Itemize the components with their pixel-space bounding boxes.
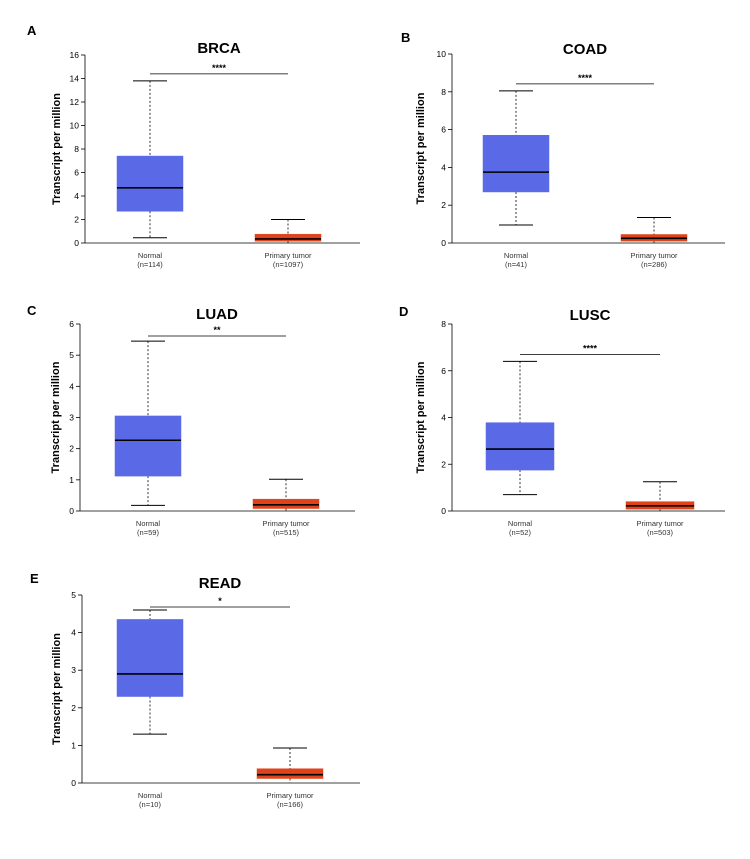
y-tick-label: 2: [441, 459, 446, 469]
sample-size-label: (n=41): [505, 260, 527, 269]
box-tumor: [256, 768, 324, 779]
chart-title: COAD: [563, 41, 607, 58]
sample-size-label: (n=114): [137, 260, 163, 269]
x-tick-label: Primary tumor: [636, 519, 684, 528]
sample-size-label: (n=1097): [273, 260, 304, 269]
x-tick-label: Normal: [504, 251, 529, 260]
box-normal: [116, 619, 184, 697]
y-tick-label: 4: [74, 191, 79, 201]
box-tumor: [254, 233, 322, 242]
y-tick-label: 4: [441, 413, 446, 423]
y-tick-label: 3: [71, 665, 76, 675]
y-tick-label: 5: [71, 590, 76, 600]
y-tick-label: 6: [74, 168, 79, 178]
x-tick-label: Normal: [138, 791, 163, 800]
significance-stars: *: [218, 596, 222, 606]
panel-label: C: [27, 303, 37, 318]
box-normal: [114, 415, 182, 477]
sample-size-label: (n=515): [273, 528, 300, 537]
y-tick-label: 2: [71, 703, 76, 713]
y-tick-label: 3: [69, 413, 74, 423]
box-normal: [116, 155, 184, 212]
y-tick-label: 0: [441, 238, 446, 248]
y-tick-label: 6: [441, 366, 446, 376]
sample-size-label: (n=52): [509, 528, 531, 537]
y-tick-label: 1: [69, 475, 74, 485]
y-tick-label: 12: [70, 97, 80, 107]
y-tick-label: 6: [69, 319, 74, 329]
y-tick-label: 4: [441, 162, 446, 172]
x-tick-label: Normal: [136, 519, 161, 528]
panel-label: E: [30, 571, 39, 586]
y-tick-label: 1: [71, 740, 76, 750]
y-axis-label: Transcript per million: [51, 93, 63, 205]
panel-label: D: [399, 304, 408, 319]
y-tick-label: 0: [74, 238, 79, 248]
y-tick-label: 2: [69, 444, 74, 454]
chart-title: LUSC: [570, 307, 611, 324]
sample-size-label: (n=503): [647, 528, 674, 537]
x-tick-label: Primary tumor: [266, 791, 314, 800]
y-tick-label: 8: [441, 319, 446, 329]
x-tick-label: Normal: [508, 519, 533, 528]
sample-size-label: (n=166): [277, 800, 304, 809]
x-tick-label: Normal: [138, 251, 163, 260]
y-tick-label: 10: [70, 121, 80, 131]
panel-label: B: [401, 30, 410, 45]
sample-size-label: (n=286): [641, 260, 668, 269]
sample-size-label: (n=10): [139, 800, 161, 809]
panel-label: A: [27, 23, 37, 38]
y-tick-label: 4: [71, 628, 76, 638]
x-tick-label: Primary tumor: [630, 251, 678, 260]
y-tick-label: 8: [74, 144, 79, 154]
box-normal: [482, 135, 550, 193]
chart-title: LUAD: [196, 306, 238, 323]
y-axis-label: Transcript per million: [51, 633, 63, 745]
y-axis-label: Transcript per million: [415, 92, 427, 204]
y-tick-label: 4: [69, 381, 74, 391]
y-tick-label: 6: [441, 125, 446, 135]
y-tick-label: 5: [69, 350, 74, 360]
y-tick-label: 10: [437, 49, 447, 59]
y-tick-label: 2: [441, 200, 446, 210]
significance-stars: ****: [212, 63, 227, 73]
y-tick-label: 16: [70, 50, 80, 60]
y-tick-label: 0: [71, 778, 76, 788]
y-tick-label: 2: [74, 215, 79, 225]
x-tick-label: Primary tumor: [262, 519, 310, 528]
y-axis-label: Transcript per million: [50, 361, 62, 473]
significance-stars: **: [213, 325, 221, 335]
y-tick-label: 8: [441, 87, 446, 97]
y-tick-label: 0: [441, 506, 446, 516]
chart-title: BRCA: [197, 40, 240, 57]
box-normal: [485, 422, 555, 471]
significance-stars: ****: [578, 73, 593, 83]
significance-stars: ****: [583, 343, 598, 353]
chart-title: READ: [199, 575, 242, 592]
y-tick-label: 14: [70, 74, 80, 84]
y-axis-label: Transcript per million: [415, 361, 427, 473]
y-tick-label: 0: [69, 506, 74, 516]
box-tumor: [252, 498, 320, 509]
x-tick-label: Primary tumor: [264, 251, 312, 260]
sample-size-label: (n=59): [137, 528, 159, 537]
